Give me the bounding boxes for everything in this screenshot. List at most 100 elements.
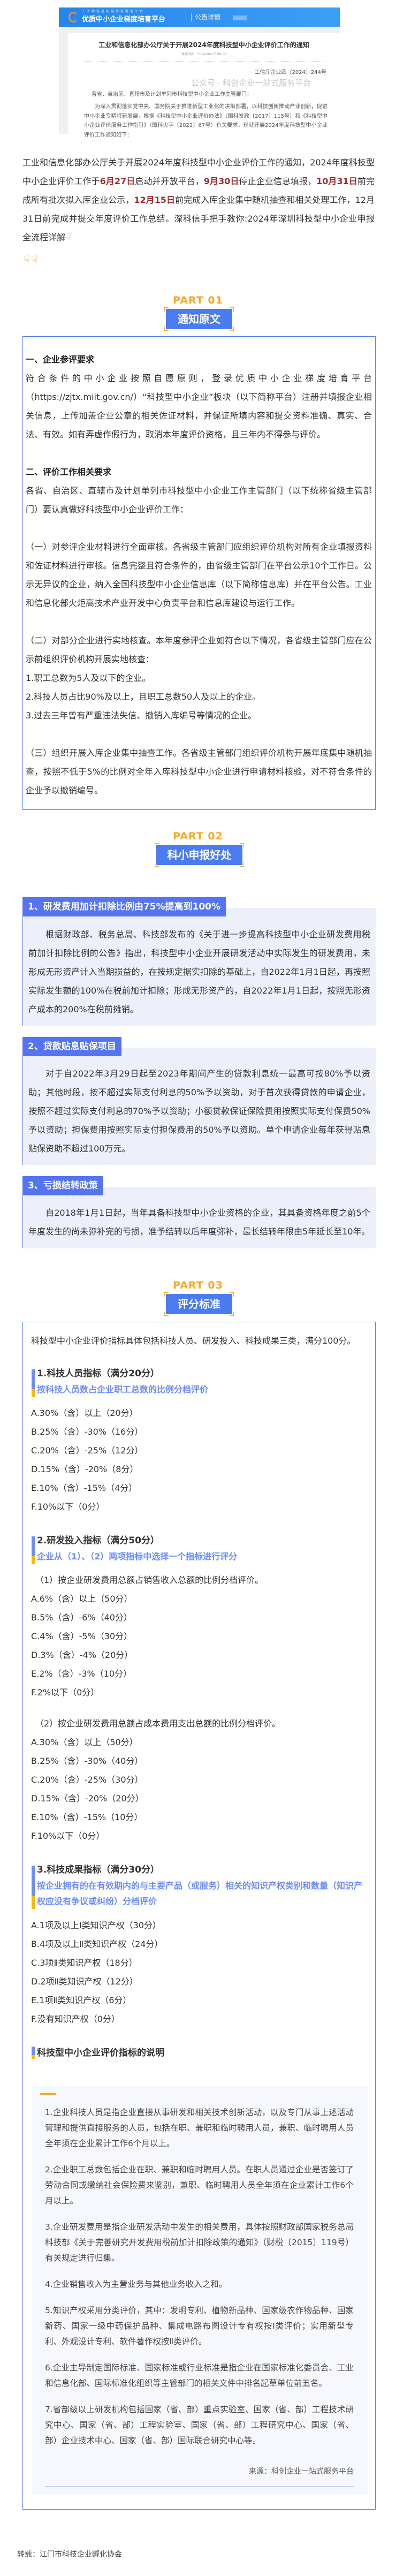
note-item: 2.企业职工总数包括企业在职、兼职和临时聘用人员。在职人员通过企业是否签订了劳动… [45,2165,354,2206]
score-item: B.4项及以上Ⅱ类知识产权（24分） [31,1939,163,1949]
platform-header: 工业和信息化部政务服务平台 优质中小企业梯度培育平台 公告详情 [59,7,340,27]
section-title: 通知原文 [166,309,232,329]
score-item: C.3项Ⅱ类知识产权（18分） [31,1958,138,1968]
date-highlight: 10月31日 [316,176,357,186]
benefit-panel: 根据财政部、税务总局、科技部发布的《关于进一步提高科技型中小企业研发费用税前加计… [22,908,376,1026]
salutation: 各省、自治区、直辖市及计划单列市科技型中小企业工作主管部门： [92,92,252,97]
paragraph: （三）组织开展入库企业集中抽查工作。各省级主管部门组织评价机构开展年底集中随机抽… [26,748,372,795]
section-title: 评分标准 [166,1294,232,1314]
part-label: PART 01 [173,294,223,306]
benefit-text: 自2018年1月1日起，当年具备科技型中小企业资格的企业，其具备资格年度之前5个… [28,1208,370,1237]
indicator-title: 2.研发投入指标（满分50分） [37,1535,159,1546]
intro-text: 启动并开放平台， [135,176,204,186]
hands: ☟☟ [24,252,396,267]
pointing-down-hand-icon: ☟ [31,253,39,266]
benefit-text: 对于自2022年3月29日起至2023年期间产生的贷款利息统一最高可按80%予以… [28,1069,370,1154]
score-item: B.25%（含）-30%（16分） [31,1427,143,1437]
section-title: 科小申报好处 [156,845,242,865]
notice-title: 工业和信息化部办公厅关于开展2024年度科技型中小企业评价工作的通知 [98,41,309,49]
intro-text: 工业和信息化部办公厅关于开展2024年度科技型中小企业评价工作的通知，2024年… [22,157,375,186]
benefit-section: 2、贷款贴息贴保项目 对于自2022年3月29日起至2023年期间产生的贷款利息… [22,1037,376,1165]
heading-bar [32,1866,35,1909]
note-item: 4.企业销售收入为主营业务与其他业务收入之和。 [45,2279,227,2289]
part-label: PART 02 [173,830,223,842]
indicator-heading: 2.研发投入指标（满分50分） 企业从（1）、（2）两项指标中选择一个指标进行评… [32,1533,367,1564]
score-item: C.4%（含）-5%（30分） [31,1631,133,1641]
heading: 二、评价工作相关要求 [26,467,112,477]
platform-name: 优质中小企业梯度培育平台 [82,16,166,24]
score-item: F.2%以下（0分） [31,1687,100,1698]
note-item: 1.企业科技人员是指企业直接从事研发和相关技术创新活动，以及专门从事上述活动管理… [45,2108,354,2148]
publish-date: 发布时间：2024-06-27 09:08 [181,52,227,56]
indicator-heading: 1.科技人员指标（满分20分） 按科技人员数占企业职工总数的比例分档评价 [32,1366,367,1397]
note-item: 6.企业主导制定国际标准、国家标准或行业标准是指企业在国家标准化委员会、工业和信… [45,2363,354,2388]
intro-paragraph: 工业和信息化部办公厅关于开展2024年度科技型中小企业评价工作的通知，2024年… [22,153,375,247]
notice-body: 为深入贯彻落实党中央、国务院关于推进新型工业化的决策部署，以科技创新推动产业创新… [84,104,328,138]
section-badge: 评分标准 [164,1292,234,1316]
platform-subtitle: 工业和信息化部政务服务平台 [82,10,145,13]
benefit-section: 3、亏损结转政策 自2018年1月1日起，当年具备科技型中小企业资格的企业，其具… [22,1176,376,1248]
indicator-title: 1.科技人员指标（满分20分） [37,1368,159,1379]
date-highlight: 12月15日 [134,195,175,205]
tab-badge [233,16,247,20]
score-item: F.没有知识产权（0分） [31,2014,120,2024]
paragraph: 符合条件的中小企业按照自愿原则，登录优质中小企业梯度培育平台（https://z… [26,373,372,440]
repost-credit: 转载：江门市科技企业孵化协会 [17,2550,122,2559]
pointing-down-hand-icon: ☟ [65,232,71,243]
heading-bar [32,1369,35,1397]
heading-bar [32,1536,35,1564]
intro-text: 前完成所有批次拟入库企业公示， [22,176,375,205]
watermark: 公众号 · 科创企业一站式服务平台 [191,78,311,88]
indicator-subtitle: 按企业拥有的在有效期内的与主要产品（或服务）相关的知识产权类别和数量（知识产权应… [37,1881,363,1906]
list-item: 3.过去三年曾有严重违法失信、撤销入库编号等情况的企业。 [26,710,257,721]
document-number: 工信厅企业函〔2024〕244号 [254,70,326,75]
section-badge: 科小申报好处 [155,843,244,867]
score-list: （1）按企业研发费用总额占销售收入总额的比例分档评价。 A.6%（含）以上（50… [31,1571,367,1845]
paragraph: （一）对参评企业材料进行全面审核。各省级主管部门应组织评价机构对所有企业填报资料… [26,542,372,608]
score-list: A.1项及以上Ⅰ类知识产权（30分） B.4项及以上Ⅱ类知识产权（24分） C.… [31,1916,367,2028]
platform-logo-icon [68,12,78,22]
notes-panel: 1.企业科技人员是指企业直接从事研发和相关技术创新活动，以及专门从事上述活动管理… [32,2086,368,2495]
score-item: B.5%（含）-6%（40分） [31,1612,132,1623]
indicator-subtitle: 按科技人员数占企业职工总数的比例分档评价 [37,1384,209,1395]
paragraph: （二）对部分企业进行实地核查。本年度参评企业如符合以下情况，各省级主管部门应在公… [26,635,372,664]
notes-title: 科技型中小企业评价指标的说明 [37,2048,164,2058]
intro-link-text[interactable]: 前完成入库企业集中随机抽查和相关处理工作，12月31日前完成并提交年度评价工作总… [22,195,375,243]
divider [45,2486,354,2487]
benefit-text: 根据财政部、税务总局、科技部发布的《关于进一步提高科技型中小企业研发费用税前加计… [28,929,370,1014]
score-item: B.25%（含）-30%（40分） [31,1756,143,1766]
indicator-subtitle: 企业从（1）、（2）两项指标中选择一个指标进行评分 [37,1551,238,1562]
note-item: 5.知识产权采用分类评价，其中：发明专利、植物新品种、国家级农作物品种、国家新药… [45,2306,354,2346]
notice-card: 工业和信息化部办公厅关于开展2024年度科技型中小企业评价工作的通知 发布时间：… [68,33,340,138]
intro-text: 停止企业信息填报， [239,176,317,186]
sub-indicator: （2）按企业研发费用总额占成本费用支出总额的比例分档评价。 [35,1718,281,1729]
score-item: C.20%（含）-25%（12分） [31,1445,143,1456]
part-label: PART 03 [173,1279,223,1291]
section-badge: 通知原文 [164,307,234,331]
score-item: E.2%（含）-3%（10分） [31,1669,132,1679]
score-item: C.20%（含）-25%（30分） [31,1775,143,1785]
score-item: F.10%以下（0分） [31,1831,105,1841]
benefit-panel: 自2018年1月1日起，当年具备科技型中小企业资格的企业，其具备资格年度之前5个… [22,1187,376,1248]
benefit-heading: 3、亏损结转政策 [22,1176,103,1195]
score-item: A.6%（含）以上（50分） [31,1594,133,1604]
scoring-intro: 科技型中小企业评价指标具体包括科技人员、研发投入、科技成果三类，满分100分。 [31,1336,356,1346]
tab-notice-detail: 公告详情 [191,13,220,21]
score-item: A.30%（含）以上（50分） [31,1737,138,1747]
sub-indicator: （1）按企业研发费用总额占销售收入总额的比例分档评价。 [35,1575,264,1585]
pointing-down-hand-icon: ☟ [24,253,32,266]
score-item: E.1项Ⅱ类知识产权（6分） [31,1995,132,2005]
score-item: E.10%（含）-15%（4分） [31,1483,138,1493]
date-highlight: 6月27日 [100,176,135,186]
score-item: F.10%以下（0分） [31,1502,105,1512]
divider [84,61,326,62]
scoring-box: 科技型中小企业评价指标具体包括科技人员、研发投入、科技成果三类，满分100分。 … [22,1322,376,2510]
notice-screenshot: 工业和信息化部政务服务平台 优质中小企业梯度培育平台 公告详情 工业和信息化部办… [59,7,340,138]
benefit-heading: 2、贷款贴息贴保项目 [22,1037,121,1056]
accent-line [40,2093,56,2095]
indicator-heading: 3.科技成果指标（满分30分） 按企业拥有的在有效期内的与主要产品（或服务）相关… [32,1862,367,1909]
benefit-panel: 对于自2022年3月29日起至2023年期间产生的贷款利息统一最高可按80%予以… [22,1048,376,1165]
heading: 一、企业参评要求 [26,354,95,365]
notice-text-box: 一、企业参评要求 符合条件的中小企业按照自愿原则，登录优质中小企业梯度培育平台（… [22,336,376,810]
paragraph: 各省、自治区、直辖市及计划单列市科技型中小企业工作主管部门（以下统称省级主管部门… [26,486,372,514]
